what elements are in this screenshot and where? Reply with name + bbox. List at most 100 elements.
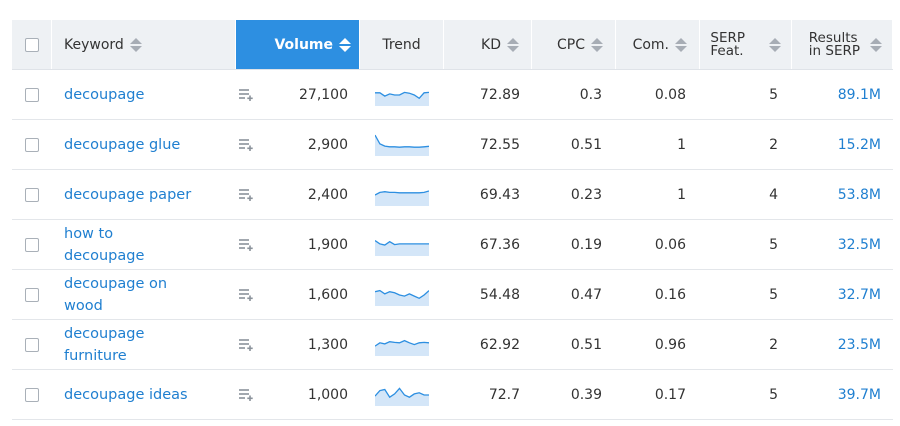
trend-cell [360,320,444,369]
sort-icon[interactable] [129,37,142,52]
kd-cell: 67.36 [479,236,520,253]
volume-cell: 1,600 [307,286,348,303]
header-keyword[interactable]: Keyword [52,20,236,69]
trend-sparkline [375,134,429,156]
serp-features-cell: 5 [769,386,778,403]
row-select[interactable] [12,320,52,369]
com-cell: 1 [677,136,686,153]
row-checkbox[interactable] [25,87,39,102]
add-to-list-icon[interactable] [238,88,254,102]
row-checkbox[interactable] [25,337,39,352]
keyword-cell: decoupage ideas [52,370,253,419]
keyword-cell: decoupage [52,70,253,119]
header-serp-line2: Feat. [710,42,744,59]
keyword-link[interactable]: decoupage ideas [64,386,188,403]
com-cell: 0.96 [654,336,686,353]
header-results-label: Results in SERP [809,31,860,58]
table-row: decoupage furniture 1,300 62.92 0.51 0.9… [12,320,893,370]
keyword-link[interactable]: decoupage [64,86,145,103]
cpc-cell: 0.19 [570,236,602,253]
add-to-list-icon[interactable] [238,138,254,152]
serp-features-cell: 2 [769,136,778,153]
row-select[interactable] [12,170,52,219]
select-all-checkbox[interactable] [24,37,39,52]
row-select[interactable] [12,270,52,319]
trend-cell [360,120,444,169]
header-select-all[interactable] [12,20,52,69]
trend-line [375,339,429,347]
kd-cell: 69.43 [479,186,520,203]
volume-cell: 2,900 [307,136,348,153]
keyword-link[interactable]: decoupage furniture [64,325,145,364]
trend-cell [360,270,444,319]
volume-cell: 1,000 [307,386,348,403]
header-cpc[interactable]: CPC [532,20,616,69]
results-link[interactable]: 32.7M [837,286,881,303]
header-keyword-label: Keyword [64,36,124,53]
results-link[interactable]: 15.2M [837,136,881,153]
add-to-list-icon[interactable] [238,238,254,252]
keyword-cell: decoupage on wood [52,270,253,319]
serp-features-cell: 4 [769,186,778,203]
serp-features-cell: 5 [769,286,778,303]
keyword-link[interactable]: how to decoupage [64,225,145,264]
sort-icon[interactable] [870,37,882,52]
header-serp-line1: SERP [710,29,745,46]
keyword-link[interactable]: decoupage on wood [64,275,168,314]
table-row: how to decoupage 1,900 67.36 0.19 0.06 5… [12,220,893,270]
header-serp-features[interactable]: SERP Feat. [700,20,792,69]
row-select[interactable] [12,220,52,269]
row-select[interactable] [12,120,52,169]
trend-area [375,290,429,306]
keyword-cell: how to decoupage [52,220,253,269]
sort-icon[interactable] [339,37,351,52]
header-volume[interactable]: Volume [236,20,360,69]
header-com[interactable]: Com. [616,20,700,69]
keyword-link[interactable]: decoupage glue [64,136,181,153]
results-link[interactable]: 23.5M [837,336,881,353]
add-to-list-icon[interactable] [238,188,254,202]
com-cell: 1 [677,186,686,203]
trend-cell [360,70,444,119]
keyword-cell: decoupage glue [52,120,253,169]
trend-sparkline [375,239,429,256]
kd-cell: 62.92 [479,336,520,353]
trend-sparkline [375,189,429,206]
row-checkbox[interactable] [25,187,39,202]
row-checkbox[interactable] [25,137,39,152]
table-header: Keyword Volume Trend KD CPC Com. SERP Fe… [12,20,893,70]
cpc-cell: 0.39 [570,386,602,403]
trend-line [375,91,429,99]
header-results-in-serp[interactable]: Results in SERP [792,20,893,69]
add-to-list-icon[interactable] [238,288,254,302]
kd-cell: 72.55 [479,136,520,153]
results-link[interactable]: 39.7M [837,386,881,403]
table-body: decoupage 27,100 72.89 0.3 0.08 5 89.1M … [12,70,893,420]
results-link[interactable]: 32.5M [837,236,881,253]
keyword-link[interactable]: decoupage paper [64,186,192,203]
results-link[interactable]: 53.8M [837,186,881,203]
trend-area [375,240,429,256]
row-checkbox[interactable] [25,387,39,402]
table-row: decoupage 27,100 72.89 0.3 0.08 5 89.1M [12,70,893,120]
trend-sparkline [375,91,429,106]
row-checkbox[interactable] [25,237,39,252]
com-cell: 0.16 [654,286,686,303]
header-com-label: Com. [632,36,669,53]
row-select[interactable] [12,70,52,119]
volume-cell: 2,400 [307,186,348,203]
row-select[interactable] [12,370,52,419]
sort-icon[interactable] [591,37,603,52]
trend-line [375,289,429,299]
serp-features-cell: 5 [769,86,778,103]
sort-icon[interactable] [769,37,781,52]
sort-icon[interactable] [675,37,687,52]
sort-icon[interactable] [507,37,519,52]
row-checkbox[interactable] [25,287,39,302]
header-kd[interactable]: KD [444,20,532,69]
add-to-list-icon[interactable] [238,338,254,352]
table-row: decoupage on wood 1,600 54.48 0.47 0.16 … [12,270,893,320]
volume-cell: 1,300 [307,336,348,353]
results-link[interactable]: 89.1M [837,86,881,103]
add-to-list-icon[interactable] [238,388,254,402]
